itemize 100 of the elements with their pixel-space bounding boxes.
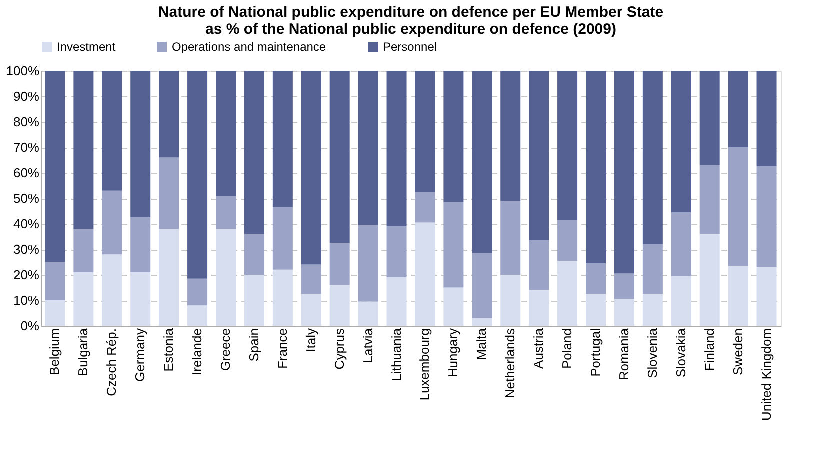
x-tick-label: Germany [132, 328, 148, 382]
bar [386, 71, 407, 227]
x-tick-label: Spain [246, 328, 262, 362]
y-tick-label: 90% [13, 89, 40, 104]
bar [130, 71, 151, 218]
chart-title: Nature of National public expenditure on defence per EU Member State as % of the National public expenditure on defence (2009) [158, 4, 664, 38]
x-tick-label: Estonia [161, 328, 176, 372]
bar [472, 71, 492, 254]
bar [216, 229, 236, 326]
bar [444, 71, 464, 202]
bar [472, 318, 492, 326]
bar [188, 71, 208, 279]
bar [728, 71, 748, 148]
x-tick-label: Lithuania [388, 328, 404, 382]
x-tick-label: Romania [616, 328, 632, 381]
y-tick-label: 70% [13, 140, 40, 155]
y-tick-label: 20% [13, 268, 40, 282]
bar [130, 218, 151, 272]
bar [700, 71, 720, 166]
x-tick-label: Malta [474, 328, 490, 360]
y-tick-label: 40% [13, 216, 40, 232]
bar [45, 300, 66, 326]
bar [330, 71, 350, 244]
bar [444, 202, 464, 288]
x-tick-label: Czech Rép. [104, 328, 120, 396]
bar [500, 201, 521, 275]
bar [586, 264, 606, 294]
bar [74, 71, 94, 230]
bar [586, 294, 606, 326]
bar [586, 71, 606, 264]
bar [642, 71, 663, 244]
bar [472, 253, 492, 318]
x-tick-label: Netherlands [502, 328, 518, 399]
bar [444, 288, 464, 326]
bar [700, 165, 720, 234]
bar [671, 276, 692, 326]
bar [642, 294, 663, 326]
bar [529, 71, 550, 241]
x-tick-label: France [274, 328, 290, 369]
bar [558, 220, 578, 261]
bar [415, 222, 436, 326]
x-tick-label: Slovakia [673, 328, 688, 378]
bar [500, 71, 521, 202]
bar [159, 71, 180, 158]
y-tick-label: 60% [13, 166, 40, 180]
bar [301, 264, 322, 294]
bar [642, 244, 663, 294]
bar [188, 278, 208, 306]
x-tick-label: Slovenia [644, 328, 660, 378]
x-tick-label: Belgium [47, 328, 62, 376]
x-tick-label: Austria [531, 328, 546, 369]
x-tick-label: Hungary [446, 328, 461, 378]
bar [102, 190, 122, 255]
x-tick-label: Italy [303, 328, 318, 352]
bar [130, 272, 151, 326]
legend-label: Personnel [383, 40, 438, 54]
bar [244, 275, 264, 326]
bar [45, 262, 66, 300]
bar [756, 166, 777, 268]
bar [386, 278, 407, 326]
bar [358, 225, 378, 302]
bar [272, 207, 293, 270]
bar [272, 71, 293, 208]
bar [102, 254, 122, 326]
x-tick-label: Greece [218, 328, 233, 372]
bar [330, 285, 350, 326]
x-tick-label: United Kingdom [758, 328, 774, 421]
bar [614, 274, 634, 300]
bar [700, 234, 720, 326]
bar [358, 302, 378, 326]
x-tick-label: Irelande [190, 328, 205, 376]
y-tick-label: 30% [13, 242, 40, 257]
bar [74, 272, 94, 326]
bar [330, 243, 350, 286]
y-tick-label: 50% [13, 191, 40, 206]
bar [415, 71, 436, 192]
bar [301, 71, 322, 265]
bar [415, 192, 436, 223]
bar [558, 260, 578, 326]
bar [386, 226, 407, 278]
bar [728, 148, 748, 266]
y-tick-label: 10% [13, 293, 40, 308]
bar [558, 71, 578, 220]
legend-label: Operations and maintenance [172, 40, 326, 54]
x-tick-label: Latvia [360, 328, 376, 364]
x-tick-label: Poland [560, 328, 575, 369]
x-tick-label: Portugal [588, 328, 603, 377]
bar [756, 267, 777, 326]
bar [671, 212, 692, 276]
x-tick-label: Cyprus [332, 328, 347, 370]
bar [216, 71, 236, 196]
bar [500, 275, 521, 326]
y-tick-label: 0% [20, 318, 40, 334]
y-tick-label: 80% [13, 114, 40, 130]
bar [614, 299, 634, 326]
bar [671, 71, 692, 213]
x-tick-label: Finland [702, 328, 717, 372]
bar [301, 294, 322, 326]
y-tick-label: 100% [6, 64, 40, 78]
legend-label: Investment [57, 40, 116, 54]
